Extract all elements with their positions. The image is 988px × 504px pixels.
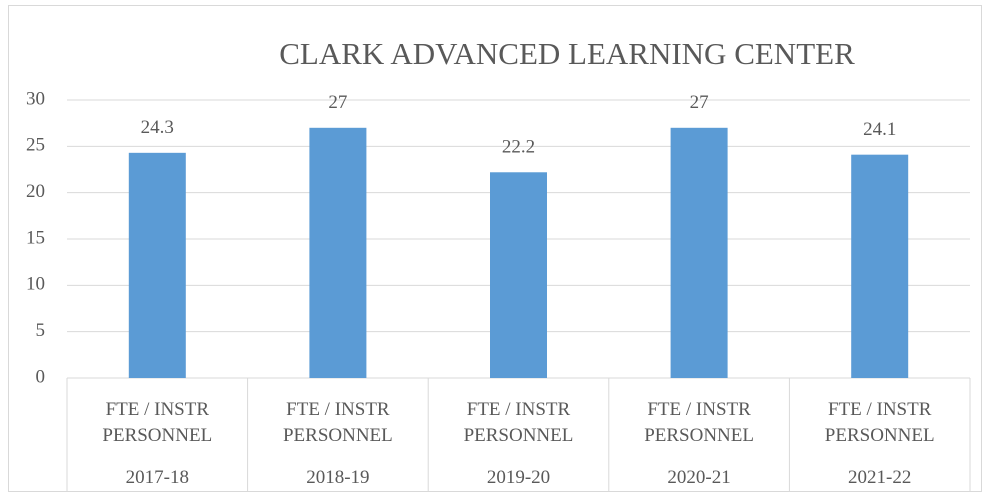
data-label: 22.2 — [502, 137, 535, 158]
data-label: 24.1 — [863, 119, 896, 140]
y-tick-label: 0 — [36, 366, 46, 387]
x-tick-label: FTE / INSTR PERSONNEL — [644, 399, 754, 446]
x-tick-label: FTE / INSTR PERSONNEL — [463, 399, 574, 446]
y-tick-label: 20 — [26, 181, 45, 202]
x-group-label: 2021-22 — [848, 467, 912, 488]
bar — [309, 127, 367, 378]
data-label: 27 — [690, 92, 709, 113]
x-group-label: 2020-21 — [667, 467, 731, 488]
x-group-label: 2018-19 — [306, 467, 370, 488]
bar — [128, 152, 186, 378]
data-label: 24.3 — [141, 117, 174, 138]
y-tick-label: 25 — [26, 135, 45, 156]
data-label: 27 — [328, 92, 347, 113]
y-tick-label: 30 — [26, 88, 45, 109]
bar — [670, 127, 728, 378]
chart-title: CLARK ADVANCED LEARNING CENTER — [279, 36, 855, 71]
y-tick-label: 10 — [26, 274, 45, 295]
y-tick-label: 5 — [36, 320, 46, 341]
x-tick-label: FTE / INSTR PERSONNEL — [102, 399, 213, 446]
chart-border — [8, 5, 982, 492]
bar — [851, 154, 909, 378]
bar — [490, 172, 547, 378]
x-group-label: 2017-18 — [125, 467, 189, 488]
y-tick-label: 15 — [26, 227, 45, 248]
x-tick-label: FTE / INSTR PERSONNEL — [824, 399, 935, 446]
x-group-label: 2019-20 — [486, 467, 551, 488]
x-tick-label: FTE / INSTR PERSONNEL — [282, 399, 393, 446]
